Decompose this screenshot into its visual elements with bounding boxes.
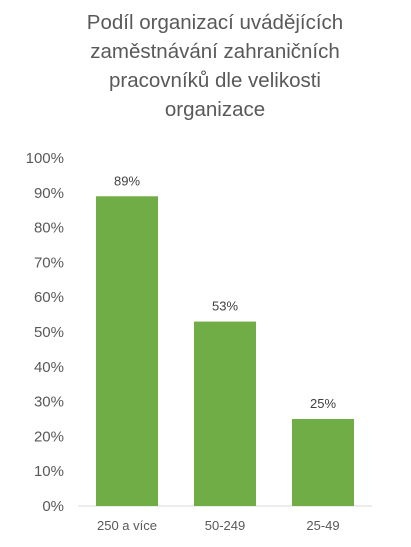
bar	[96, 196, 158, 506]
bars	[96, 196, 354, 506]
chart-title-line-3: pracovníků dle velikosti	[109, 69, 321, 92]
category-label: 50-249	[205, 518, 245, 533]
data-label: 89%	[114, 173, 140, 188]
y-tick-label: 60%	[34, 289, 64, 306]
category-label: 25-49	[306, 518, 339, 533]
y-tick-label: 0%	[42, 498, 64, 515]
x-axis-category-labels: 250 a více 50-249 25-49	[97, 518, 340, 533]
bar	[292, 419, 354, 506]
y-tick-label: 80%	[34, 220, 64, 237]
y-tick-label: 30%	[34, 394, 64, 411]
y-tick-label: 70%	[34, 254, 64, 271]
y-tick-label: 20%	[34, 428, 64, 445]
y-axis-tick-labels: 0% 10% 20% 30% 40% 50% 60% 70% 80% 90% 100%	[26, 150, 64, 515]
y-tick-label: 90%	[34, 185, 64, 202]
bar	[194, 321, 256, 506]
chart-title-line-4: organizace	[164, 98, 266, 121]
category-label: 250 a více	[97, 518, 157, 533]
chart-title: Podíl organizací uvádějících zaměstnáván…	[40, 8, 390, 124]
data-labels: 89% 53% 25%	[114, 173, 336, 411]
y-tick-label: 100%	[26, 150, 64, 167]
data-label: 53%	[212, 299, 238, 314]
data-label: 25%	[310, 396, 336, 411]
chart-title-line-1: Podíl organizací uvádějících	[86, 11, 344, 34]
y-tick-label: 10%	[34, 463, 64, 480]
y-tick-label: 50%	[34, 324, 64, 341]
chart-title-line-2: zaměstnávání zahraničních	[90, 40, 340, 63]
y-tick-label: 40%	[34, 359, 64, 376]
